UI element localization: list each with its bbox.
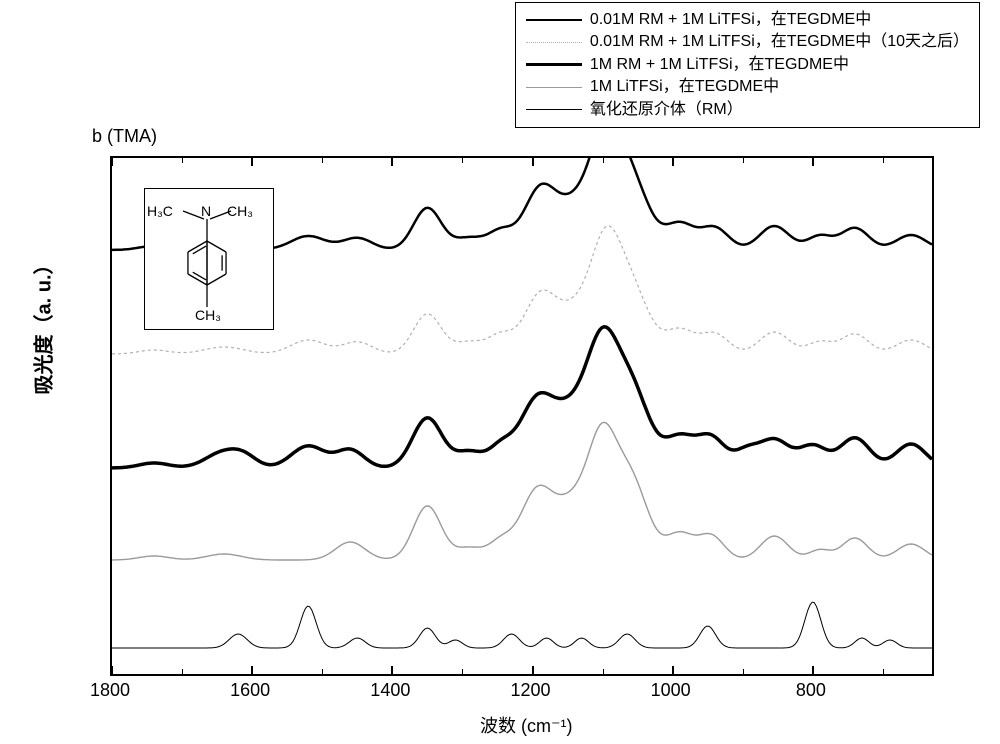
legend-label: 0.01M RM + 1M LiTFSi，在TEGDME中（10天之后） xyxy=(590,31,969,53)
molecule-label: CH₃ xyxy=(195,307,221,323)
xtick-minor xyxy=(883,669,884,674)
legend-row: 0.01M RM + 1M LiTFSi，在TEGDME中（10天之后） xyxy=(526,31,969,53)
xtick-minor-top xyxy=(603,158,604,163)
legend-label: 1M RM + 1M LiTFSi，在TEGDME中 xyxy=(590,54,849,76)
legend-row: 氧化还原介体（RM） xyxy=(526,99,969,121)
molecule-label: H₃C xyxy=(147,203,173,219)
xtick-label: 1400 xyxy=(370,680,410,701)
xtick-minor xyxy=(182,669,183,674)
xtick-major xyxy=(111,666,113,674)
legend-label: 0.01M RM + 1M LiTFSi，在TEGDME中 xyxy=(590,9,871,31)
molecule-label: N xyxy=(201,203,211,219)
mol-bond xyxy=(207,241,226,252)
xtick-major xyxy=(391,666,393,674)
xtick-minor xyxy=(462,669,463,674)
xtick-label: 800 xyxy=(796,680,826,701)
legend-line xyxy=(526,87,582,88)
xtick-major-top xyxy=(391,158,393,166)
spectrum-line xyxy=(112,422,932,560)
legend-row: 0.01M RM + 1M LiTFSi，在TEGDME中 xyxy=(526,9,969,31)
xtick-major xyxy=(532,666,534,674)
xtick-major xyxy=(812,666,814,674)
xtick-label: 1200 xyxy=(510,680,550,701)
legend-box: 0.01M RM + 1M LiTFSi，在TEGDME中0.01M RM + … xyxy=(515,2,980,128)
xtick-major-top xyxy=(251,158,253,166)
xtick-minor-top xyxy=(182,158,183,163)
xtick-minor-top xyxy=(883,158,884,163)
legend-label: 1M LiTFSi，在TEGDME中 xyxy=(590,76,779,98)
xtick-major-top xyxy=(532,158,534,166)
legend-label: 氧化还原介体（RM） xyxy=(590,99,743,121)
x-axis-label: 波数 (cm⁻¹) xyxy=(480,712,572,738)
xtick-label: 1600 xyxy=(230,680,270,701)
mol-bond xyxy=(193,272,206,280)
xtick-major-top xyxy=(812,158,814,166)
y-axis-label: 吸光度（a. u.） xyxy=(28,254,57,394)
panel-label: b (TMA) xyxy=(92,126,157,147)
legend-line xyxy=(526,19,582,21)
mol-bond xyxy=(207,274,226,285)
legend-line xyxy=(526,63,582,66)
xtick-major-top xyxy=(672,158,674,166)
legend-line xyxy=(526,42,582,43)
spectrum-line xyxy=(112,602,932,648)
xtick-label: 1800 xyxy=(90,680,130,701)
xtick-major xyxy=(251,666,253,674)
xtick-minor-top xyxy=(743,158,744,163)
xtick-minor xyxy=(743,669,744,674)
xtick-minor xyxy=(603,669,604,674)
legend-row: 1M RM + 1M LiTFSi，在TEGDME中 xyxy=(526,54,969,76)
legend-row: 1M LiTFSi，在TEGDME中 xyxy=(526,76,969,98)
mol-bond xyxy=(193,246,206,254)
legend-line xyxy=(526,109,582,110)
xtick-minor-top xyxy=(462,158,463,163)
molecule-label: CH₃ xyxy=(227,203,253,219)
xtick-minor xyxy=(322,669,323,674)
spectrum-line xyxy=(112,327,932,468)
xtick-minor-top xyxy=(322,158,323,163)
molecule-inset: H₃C N CH₃ CH₃ xyxy=(144,188,274,330)
xtick-label: 1000 xyxy=(651,680,691,701)
xtick-major-top xyxy=(111,158,113,166)
xtick-major xyxy=(672,666,674,674)
